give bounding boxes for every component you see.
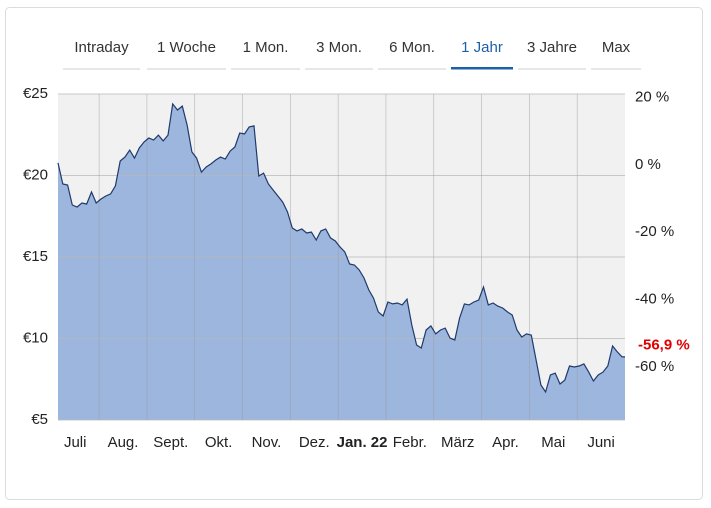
tab-label[interactable]: 3 Mon. bbox=[316, 39, 362, 56]
y-tick-label: €5 bbox=[31, 411, 48, 428]
tab[interactable]: Max bbox=[591, 39, 641, 70]
x-tick-label: Sept. bbox=[153, 434, 188, 451]
tab-label[interactable]: Intraday bbox=[74, 39, 129, 56]
plot: €25 €20 €15 €10 €5 20 % 0 % -20 % -40 % -60 % Juli… bbox=[23, 85, 690, 451]
tab-label[interactable]: 1 Woche bbox=[157, 39, 216, 56]
y2-tick-label: -20 % bbox=[635, 223, 674, 240]
area bbox=[58, 103, 625, 421]
tab-underline[interactable] bbox=[305, 68, 373, 70]
tab-label[interactable]: 1 Mon. bbox=[243, 39, 289, 56]
tab-label[interactable]: 3 Jahre bbox=[527, 39, 577, 56]
x-tick-label: März bbox=[441, 434, 474, 451]
y-tick-label: €20 bbox=[23, 166, 48, 183]
tab-underline[interactable] bbox=[591, 68, 641, 70]
x-tick-label: Juli bbox=[64, 434, 87, 451]
y-tick-label: €25 bbox=[23, 85, 48, 102]
price-line bbox=[57, 102, 625, 394]
x-tick-label: Dez. bbox=[299, 434, 330, 451]
x-tick-label: Mai bbox=[541, 434, 565, 451]
y2-tick-label: 0 % bbox=[635, 156, 661, 173]
y-tick-label: €10 bbox=[23, 329, 48, 346]
x-tick-label: Aug. bbox=[108, 434, 139, 451]
tab-label[interactable]: Max bbox=[602, 39, 631, 56]
tab-underline[interactable] bbox=[378, 68, 446, 70]
change-label: -56,9 % bbox=[638, 336, 690, 353]
tab[interactable]: 6 Mon. bbox=[378, 39, 446, 70]
tab-label[interactable]: 1 Jahr bbox=[461, 39, 503, 56]
x-tick-label: Jan. 22 bbox=[337, 434, 388, 451]
tab[interactable]: 1 Woche bbox=[147, 39, 226, 70]
x-tick-label: Nov. bbox=[252, 434, 282, 451]
x-tick-label: Okt. bbox=[205, 434, 233, 451]
y2-tick-label: -60 % bbox=[635, 358, 674, 375]
x-tick-label: Juni bbox=[587, 434, 615, 451]
tab[interactable]: Intraday bbox=[63, 39, 140, 70]
tab-label[interactable]: 6 Mon. bbox=[389, 39, 435, 56]
x-tick-label: Apr. bbox=[492, 434, 519, 451]
tab-underline[interactable] bbox=[63, 68, 140, 70]
tab-underline[interactable] bbox=[231, 68, 300, 70]
tab-underline[interactable] bbox=[518, 68, 586, 70]
tab[interactable]: 1 Mon. bbox=[231, 39, 300, 70]
tab-underline[interactable] bbox=[147, 68, 226, 70]
tab[interactable]: 1 Jahr bbox=[451, 39, 513, 70]
tab-underline[interactable] bbox=[451, 67, 513, 70]
x-tick-label: Febr. bbox=[393, 434, 427, 451]
tab[interactable]: 3 Jahre bbox=[518, 39, 586, 70]
tab[interactable]: 3 Mon. bbox=[305, 39, 373, 70]
tab-bar: Intraday 1 Woche 1 Mon. 3 Mon. 6 Mon. 1 Jahr 3… bbox=[63, 39, 641, 70]
y-tick-label: €15 bbox=[23, 248, 48, 265]
y2-tick-label: 20 % bbox=[635, 89, 669, 106]
y2-tick-label: -40 % bbox=[635, 291, 674, 308]
